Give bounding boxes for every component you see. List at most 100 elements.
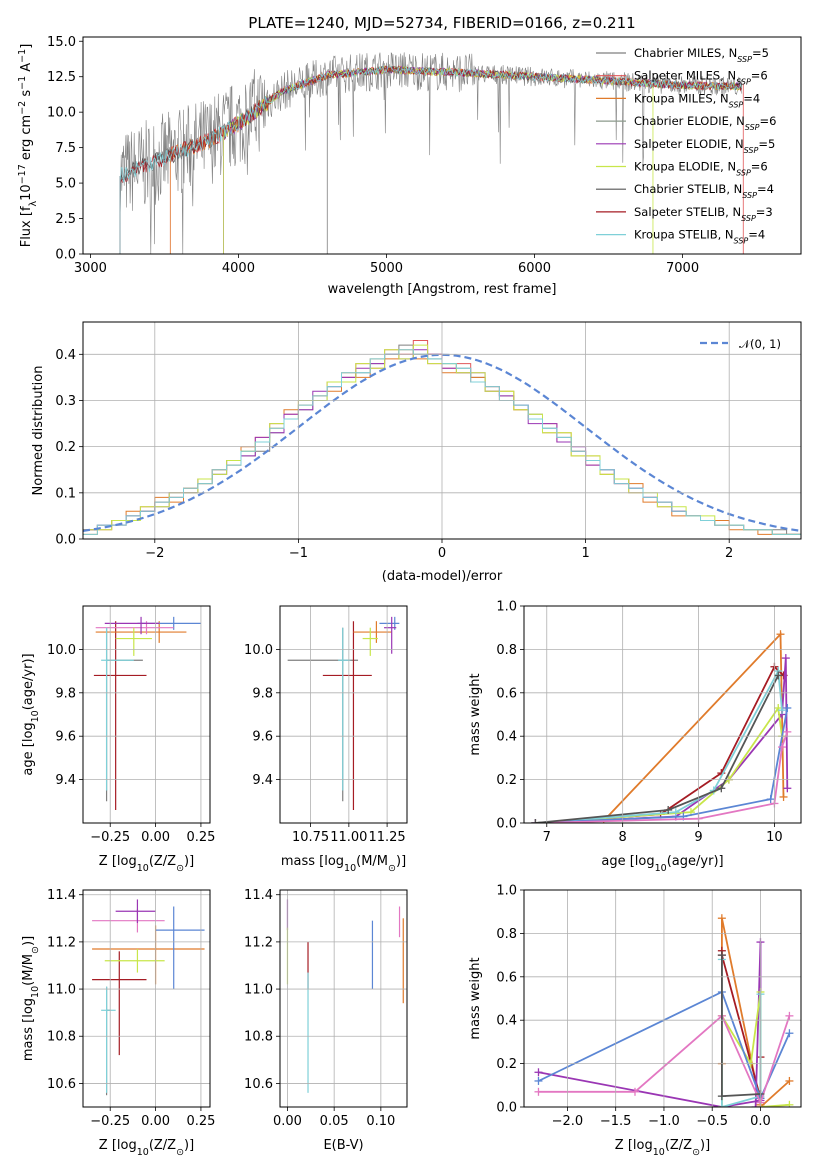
y-axis-label-part: age [log	[21, 722, 36, 775]
x-axis-label-part: 10	[653, 1147, 665, 1158]
y-tick-label: 1.0	[496, 884, 517, 899]
legend-sub: SSP	[741, 213, 756, 222]
x-tick-label: 1	[581, 546, 589, 561]
y-axis-label-part: (age/yr)]	[21, 653, 36, 710]
x-tick-label: −2.0	[552, 1114, 584, 1129]
legend-tail: =3	[756, 205, 773, 219]
weight-line-kroupa_stelib	[535, 668, 783, 823]
y-tick-label: 0.0	[496, 1101, 517, 1116]
weight-line-chabrier_stelib	[535, 674, 780, 823]
legend-text: Salpeter MILES, N	[634, 69, 736, 83]
y-tick-label: 0.1	[55, 486, 76, 501]
y-axis-label: age [log10(age/yr)]	[21, 653, 41, 775]
x-tick-label: 8	[619, 830, 627, 845]
y-tick-label: 0.4	[496, 1014, 517, 1029]
y-tick-label: 9.8	[252, 686, 273, 701]
legend-entry: Chabrier STELIB, NSSP=4	[634, 182, 774, 200]
y-axis-label-part: ]	[19, 44, 34, 49]
y-axis-label-part: (M/M	[21, 954, 36, 986]
legend-sub: SSP	[736, 168, 751, 177]
legend-text: Salpeter STELIB, N	[634, 205, 741, 219]
weight-line-salpeter_elodie	[535, 658, 789, 823]
x-tick-label: 4000	[222, 261, 255, 276]
y-axis-label-part: −2	[17, 101, 28, 115]
y-tick-label: 0.3	[55, 394, 76, 409]
legend-entry: Salpeter STELIB, NSSP=3	[634, 205, 773, 223]
y-tick-label: 5.0	[55, 177, 76, 192]
x-axis-label: (data-model)/error	[382, 569, 503, 584]
legend-entry: Chabrier ELODIE, NSSP=6	[634, 114, 776, 132]
panel: −2.0 −1.5 −1.0 −0.5 0.0 0.0 0.2 0.4 0.6 0.8 1.0 Z […	[468, 884, 802, 1158]
legend-tail: =4	[743, 91, 760, 105]
y-tick-label: 11.0	[47, 983, 76, 998]
y-tick-label: 0.4	[55, 348, 76, 363]
x-axis-label-part: (Z/Z	[665, 1138, 692, 1153]
axes-frame	[82, 889, 211, 1108]
legend-sub: SSP	[736, 77, 751, 86]
y-axis-label-part: −1	[17, 49, 28, 63]
panel: 10.75 11.00 11.25 9.4 9.6 9.8 10.0 mass [log10(…	[244, 605, 408, 874]
y-axis-label-part: λ	[28, 200, 39, 206]
x-axis-label: E(B-V)	[323, 1138, 363, 1153]
y-tick-label: 9.8	[55, 686, 76, 701]
y-tick-label: 11.4	[47, 888, 76, 903]
x-tick-label: 2	[725, 546, 733, 561]
x-tick-label: 0.25	[186, 1114, 215, 1129]
x-axis-label-part: mass [log	[281, 854, 344, 869]
y-axis-label: mass [log10(M/M⊙)]	[21, 936, 41, 1061]
legend-tail: =4	[757, 182, 774, 196]
legend-text: Chabrier STELIB, N	[634, 182, 742, 196]
legend-tail: =6	[751, 69, 768, 83]
x-tick-label: −0.5	[696, 1114, 728, 1129]
x-tick-label: −1	[289, 546, 308, 561]
plot-area	[286, 899, 404, 1093]
y-axis-label-part: erg cm	[19, 115, 34, 164]
y-axis-label-part: −17	[17, 164, 28, 184]
plot-area	[119, 52, 744, 254]
y-axis-label-part: 10	[30, 710, 41, 722]
y-tick-label: 0.2	[496, 773, 517, 788]
y-tick-label: 10.0	[244, 643, 273, 658]
x-axis-label-part: )]	[184, 854, 194, 869]
legend-entry: Kroupa STELIB, NSSP=4	[634, 228, 765, 246]
y-tick-label: 0.4	[496, 730, 517, 745]
legend-text: Salpeter ELODIE, N	[634, 137, 744, 151]
legend-entry: Kroupa ELODIE, NSSP=6	[634, 160, 768, 178]
plot-area	[93, 616, 201, 810]
x-tick-label: 0.00	[141, 1114, 170, 1129]
legend-tail: =6	[760, 114, 777, 128]
x-axis-label-part: (Z/Z	[149, 1138, 176, 1153]
y-axis-label-part: mass [log	[21, 998, 36, 1061]
x-axis-label-part: Z [log	[99, 854, 137, 869]
y-tick-label: 9.4	[252, 773, 273, 788]
y-tick-label: 0.8	[496, 927, 517, 942]
y-tick-label: 9.4	[55, 773, 76, 788]
legend-tail: =4	[748, 228, 765, 242]
x-axis-label: age [log10(age/yr)]	[601, 854, 723, 874]
y-axis-label-part: −1	[17, 76, 28, 90]
x-tick-label: 10	[766, 830, 783, 845]
plot-area	[531, 630, 792, 823]
x-axis-label-part: )]	[396, 854, 406, 869]
panel: 0.00 0.05 0.10 10.6 10.8 11.0 11.2 11.4 E(B-V)	[244, 888, 408, 1153]
x-tick-label: 7	[543, 830, 551, 845]
y-axis-label-part: 10	[30, 986, 41, 998]
y-axis-label-part: 10	[19, 184, 34, 201]
legend-sub: SSP	[745, 123, 760, 132]
chart-title: PLATE=1240, MJD=52734, FIBERID=0166, z=0…	[248, 14, 635, 32]
y-axis-label-part: )]	[21, 936, 36, 946]
y-tick-label: 0.0	[55, 533, 76, 548]
x-axis-label: Z [log10(Z/Z⊙)]	[99, 1138, 194, 1158]
x-axis-label-part: )]	[184, 1138, 194, 1153]
legend: 𝒩(0, 1)	[700, 337, 781, 351]
y-tick-label: 10.8	[244, 1030, 273, 1045]
y-tick-label: 0.0	[55, 248, 76, 263]
x-axis-label-part: )]	[700, 1138, 710, 1153]
y-axis-label: mass weight	[468, 673, 483, 755]
x-tick-label: 0.00	[273, 1114, 302, 1129]
y-tick-label: 1.0	[496, 600, 517, 615]
weight-line-blue	[538, 990, 791, 1101]
y-tick-label: 10.0	[47, 106, 76, 121]
panel: −2 −1 0 1 2 0.0 0.1 0.2 0.3 0.4 (data-model)/error…	[31, 321, 802, 584]
